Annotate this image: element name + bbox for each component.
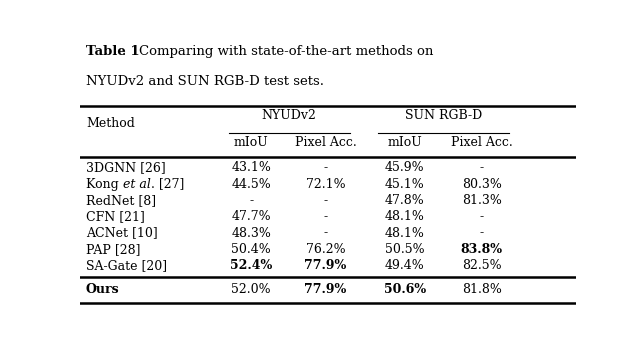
Text: PAP [28]: PAP [28] [86, 243, 140, 256]
Text: -: - [249, 194, 253, 207]
Text: 52.4%: 52.4% [230, 259, 272, 272]
Text: 81.3%: 81.3% [462, 194, 502, 207]
Text: 80.3%: 80.3% [462, 178, 502, 190]
Text: CFN [21]: CFN [21] [86, 210, 145, 223]
Text: mIoU: mIoU [387, 136, 422, 149]
Text: 47.7%: 47.7% [231, 210, 271, 223]
Text: 77.9%: 77.9% [305, 259, 347, 272]
Text: 77.9%: 77.9% [305, 283, 347, 296]
Text: 44.5%: 44.5% [231, 178, 271, 190]
Text: Pixel Acc.: Pixel Acc. [294, 136, 356, 149]
Text: 49.4%: 49.4% [385, 259, 425, 272]
Text: 50.6%: 50.6% [384, 283, 426, 296]
Text: 45.9%: 45.9% [385, 161, 425, 174]
Text: SA-Gate [20]: SA-Gate [20] [86, 259, 167, 272]
Text: Method: Method [86, 117, 135, 130]
Text: -: - [323, 227, 328, 239]
Text: 52.0%: 52.0% [231, 283, 271, 296]
Text: NYUDv2 and SUN RGB-D test sets.: NYUDv2 and SUN RGB-D test sets. [86, 75, 324, 88]
Text: 83.8%: 83.8% [461, 243, 503, 256]
Text: -: - [480, 210, 484, 223]
Text: 81.8%: 81.8% [462, 283, 502, 296]
Text: 3DGNN [26]: 3DGNN [26] [86, 161, 166, 174]
Text: RedNet [8]: RedNet [8] [86, 194, 156, 207]
Text: 48.3%: 48.3% [231, 227, 271, 239]
Text: NYUDv2: NYUDv2 [261, 109, 316, 122]
Text: ACNet [10]: ACNet [10] [86, 227, 157, 239]
Text: -: - [323, 161, 328, 174]
Text: Pixel Acc.: Pixel Acc. [451, 136, 513, 149]
Text: Ours: Ours [86, 283, 120, 296]
Text: -: - [323, 194, 328, 207]
Text: -: - [323, 210, 328, 223]
Text: 72.1%: 72.1% [306, 178, 346, 190]
Text: -: - [480, 161, 484, 174]
Text: 47.8%: 47.8% [385, 194, 425, 207]
Text: 50.5%: 50.5% [385, 243, 425, 256]
Text: mIoU: mIoU [234, 136, 269, 149]
Text: .   Comparing with state-of-the-art methods on: . Comparing with state-of-the-art method… [122, 46, 433, 58]
Text: et al: et al [123, 178, 150, 190]
Text: 50.4%: 50.4% [231, 243, 271, 256]
Text: -: - [480, 227, 484, 239]
Text: 43.1%: 43.1% [231, 161, 271, 174]
Text: 82.5%: 82.5% [462, 259, 502, 272]
Text: 48.1%: 48.1% [385, 210, 425, 223]
Text: SUN RGB-D: SUN RGB-D [405, 109, 482, 122]
Text: . [27]: . [27] [150, 178, 184, 190]
Text: 48.1%: 48.1% [385, 227, 425, 239]
Text: Kong: Kong [86, 178, 123, 190]
Text: 76.2%: 76.2% [306, 243, 346, 256]
Text: 45.1%: 45.1% [385, 178, 425, 190]
Text: Table 1: Table 1 [86, 46, 140, 58]
